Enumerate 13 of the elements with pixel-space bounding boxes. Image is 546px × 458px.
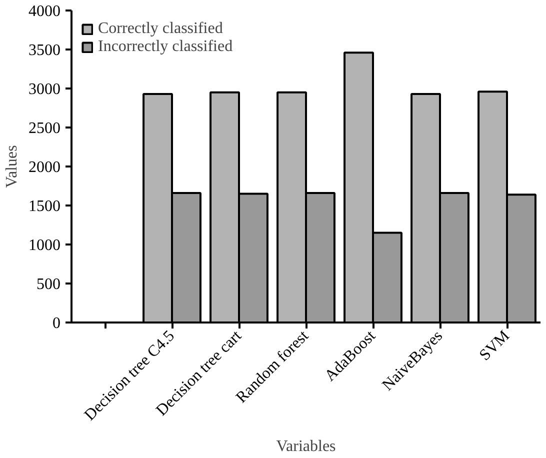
- y-tick-label: 3000: [28, 81, 60, 98]
- legend-label: Correctly classified: [98, 20, 223, 38]
- y-tick-label: 1000: [28, 237, 60, 254]
- y-tick-label: 2000: [28, 159, 60, 176]
- y-tick-label: 3500: [28, 42, 60, 59]
- y-tick-label: 1500: [28, 198, 60, 215]
- y-tick-label: 2500: [28, 120, 60, 137]
- y-tick-label: 0: [52, 315, 60, 332]
- y-axis-title: Values: [4, 145, 20, 188]
- y-tick-label: 500: [36, 276, 60, 293]
- y-tick-label: 4000: [28, 3, 60, 20]
- legend-label: Incorrectly classified: [98, 38, 233, 56]
- x-axis-title: Variables: [276, 438, 336, 456]
